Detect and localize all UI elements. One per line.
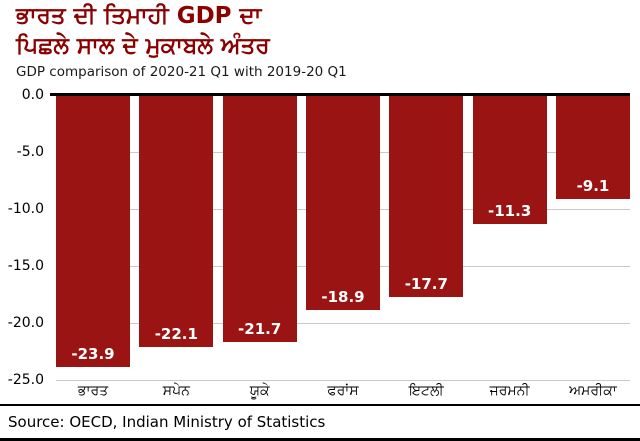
- bar-value-label: -17.7: [404, 274, 448, 293]
- x-axis-labels: ਭਾਰਤ ਸਪੇਨ ਯੂਕੇ ਫਰਾਂਸ ਇਟਲੀ ਜਰਮਨੀ ਅਮਰੀਕਾ: [56, 383, 630, 399]
- bar-slot: -11.3: [472, 95, 547, 380]
- footer-separator: [0, 404, 640, 406]
- chart-subtitle: GDP comparison of 2020-21 Q1 with 2019-2…: [16, 64, 347, 80]
- bar-slot: -18.9: [305, 95, 380, 380]
- y-tick-label: -20.0: [7, 315, 44, 331]
- y-tick-label: -10.0: [7, 201, 44, 217]
- bottom-border: [0, 438, 640, 441]
- y-tick-label: 0.0: [21, 87, 44, 103]
- bar: -22.1: [139, 95, 214, 347]
- gridline: [56, 323, 630, 324]
- bar: -17.7: [389, 95, 464, 297]
- y-tick-label: -15.0: [7, 258, 44, 274]
- chart-title-line1: ਭਾਰਤ ਦੀ ਤਿਮਾਹੀ GDP ਦਾ: [16, 3, 262, 29]
- bar: -11.3: [472, 95, 547, 224]
- chart-title-line2: ਪਿਛਲੇ ਸਾਲ ਦੇ ਮੁਕਾਬਲੇ ਅੰਤਰ: [16, 33, 270, 59]
- y-axis: 0.0 -5.0 -10.0 -15.0 -20.0 -25.0: [0, 87, 48, 388]
- gridline: [56, 380, 630, 381]
- bar-slot: -21.7: [222, 95, 297, 380]
- x-category-label: ਅਮਰੀਕਾ: [569, 383, 617, 399]
- bar: -9.1: [555, 95, 630, 199]
- y-tick-label: -25.0: [7, 372, 44, 388]
- plot-area: -23.9 -22.1 -21.7 -18.9 -17.7 -11.3 -9.1: [50, 93, 630, 381]
- bar-value-label: -23.9: [71, 345, 115, 364]
- bar-slot: -9.1: [555, 95, 630, 380]
- bars-container: -23.9 -22.1 -21.7 -18.9 -17.7 -11.3 -9.1: [56, 95, 630, 380]
- y-tick-label: -5.0: [16, 144, 44, 160]
- bar-value-label: -9.1: [576, 176, 610, 195]
- bar-value-label: -11.3: [488, 201, 532, 220]
- bar: -21.7: [222, 95, 297, 343]
- x-category-label: ਯੂਕੇ: [249, 383, 270, 399]
- bar-slot: -17.7: [389, 95, 464, 380]
- x-category-label: ਇਟਲੀ: [408, 383, 444, 399]
- bar: -18.9: [305, 95, 380, 311]
- bar-value-label: -18.9: [321, 288, 365, 307]
- x-category-label: ਫਰਾਂਸ: [327, 383, 359, 399]
- source-text: Source: OECD, Indian Ministry of Statist…: [8, 413, 326, 431]
- bar-value-label: -22.1: [154, 324, 198, 343]
- bar: -23.9: [56, 95, 130, 368]
- x-category-label: ਸਪੇਨ: [162, 383, 190, 399]
- bar-slot: -22.1: [139, 95, 214, 380]
- x-category-label: ਜਰਮਨੀ: [489, 383, 530, 399]
- bar-slot: -23.9: [56, 95, 130, 380]
- x-category-label: ਭਾਰਤ: [77, 383, 109, 399]
- zero-axis-line: [50, 93, 630, 96]
- bar-value-label: -21.7: [238, 320, 282, 339]
